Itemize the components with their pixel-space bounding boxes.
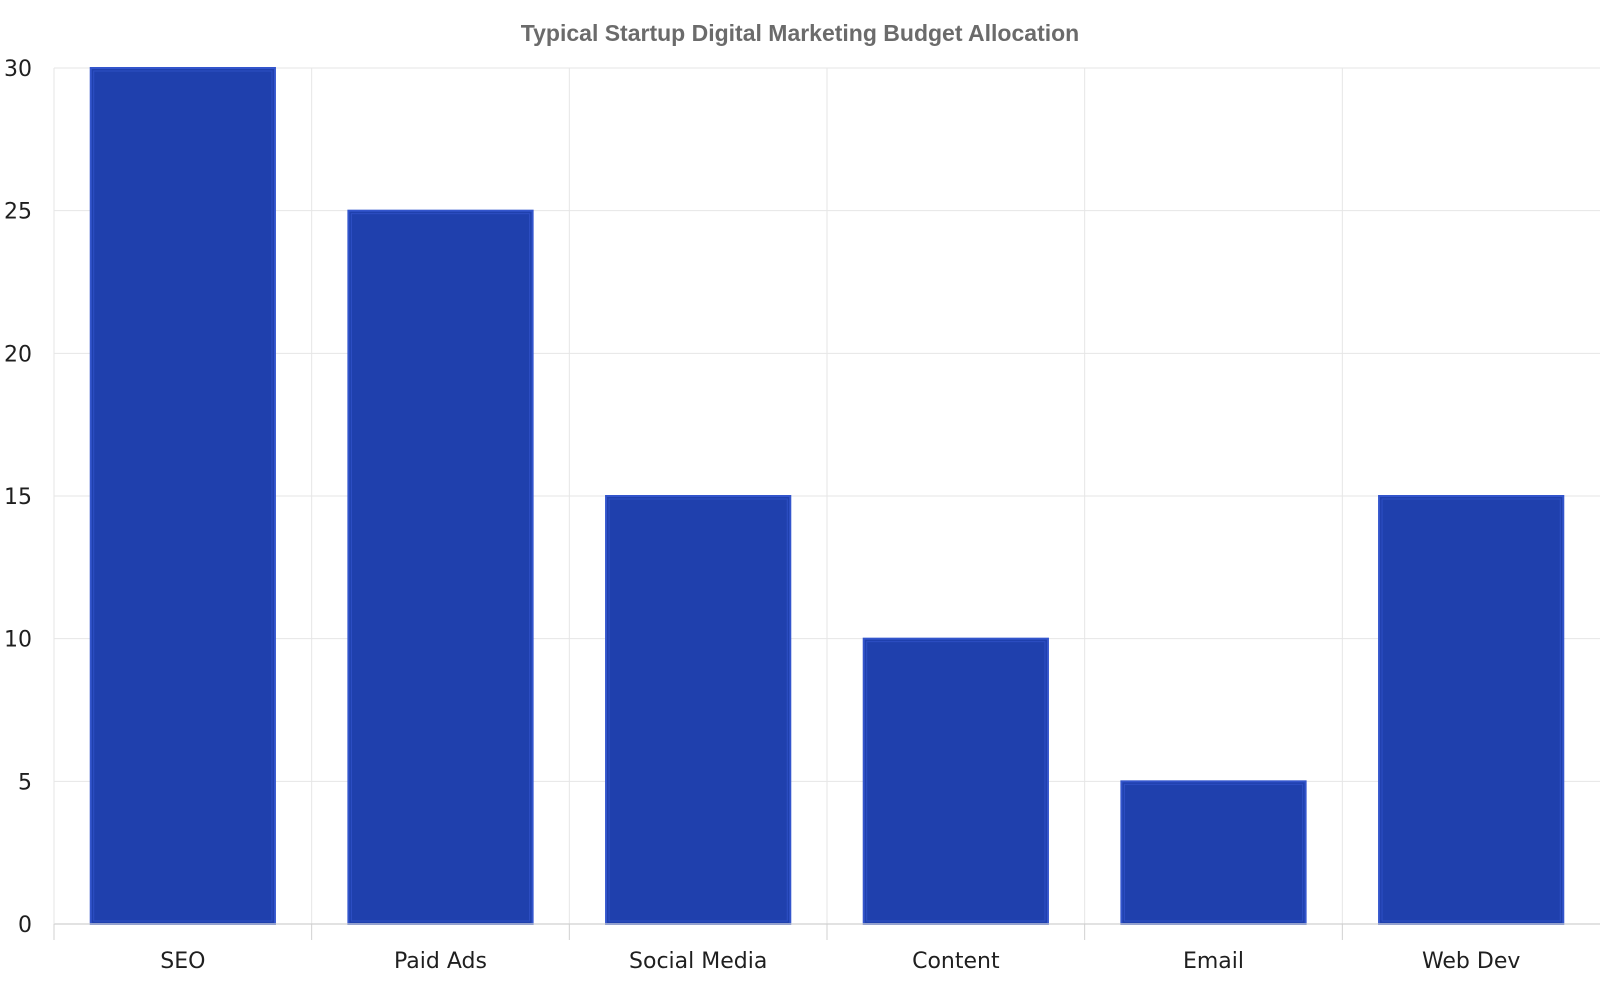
- bar-seo: [89, 67, 276, 925]
- bar-inner-border: [93, 70, 273, 922]
- x-axis-tick-labels: SEO Paid Ads Social Media Content Email Web D…: [160, 949, 1520, 974]
- bar-inner-border: [350, 213, 531, 922]
- y-tick-label: 15: [4, 485, 32, 510]
- bar-web-dev: [1378, 495, 1565, 925]
- x-tick-label: Email: [1183, 949, 1244, 974]
- x-tick-label: Web Dev: [1422, 949, 1520, 974]
- x-tick-label: Paid Ads: [394, 949, 487, 974]
- x-tick-label: SEO: [160, 949, 205, 974]
- y-tick-label: 5: [18, 770, 32, 795]
- axes: [53, 68, 1600, 940]
- bar-paid-ads: [347, 209, 534, 925]
- bar-content: [862, 637, 1049, 926]
- y-tick-label: 30: [4, 57, 32, 82]
- bar-inner-border: [1123, 783, 1304, 922]
- grid-lines: [54, 67, 1600, 924]
- x-tick-label: Social Media: [629, 949, 767, 974]
- chart-title: Typical Startup Digital Marketing Budget…: [520, 20, 1080, 46]
- x-tick-label: Content: [912, 949, 1000, 974]
- bar-inner-border: [608, 498, 788, 922]
- y-tick-label: 25: [4, 200, 32, 225]
- y-axis-tick-labels: 0 5 10 15 20 25 30: [4, 57, 32, 938]
- bar-social-media: [605, 495, 792, 925]
- bar-email: [1120, 780, 1307, 925]
- y-tick-label: 10: [4, 628, 32, 653]
- y-tick-label: 0: [18, 913, 32, 938]
- bars: [89, 67, 1565, 926]
- bar-inner-border: [866, 641, 1046, 922]
- y-tick-label: 20: [4, 342, 32, 367]
- bar-inner-border: [1381, 498, 1561, 922]
